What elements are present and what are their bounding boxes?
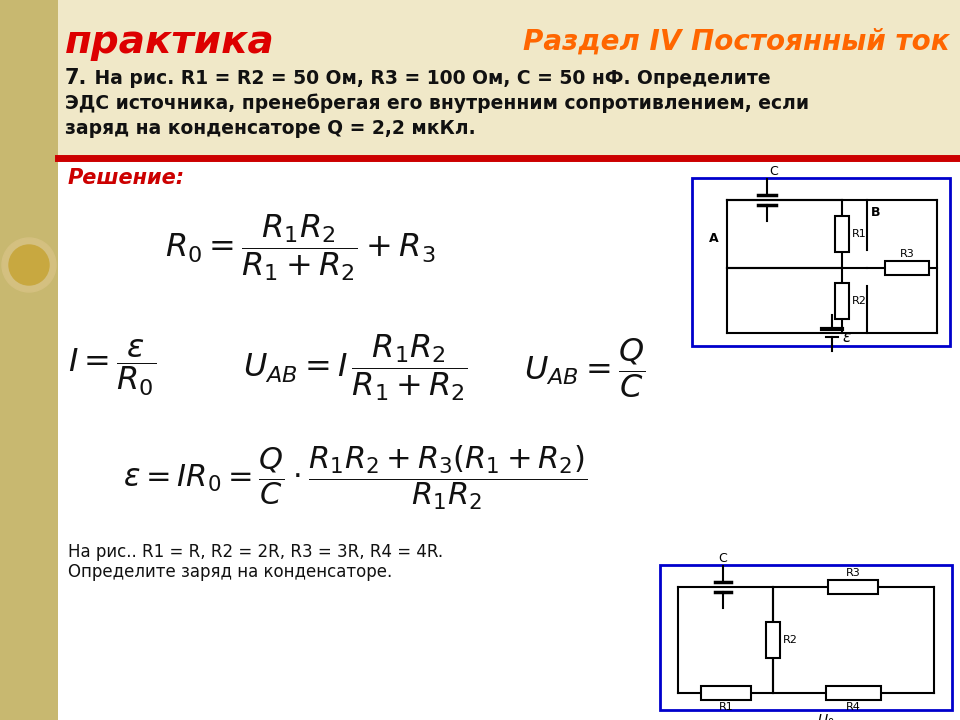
Text: R4: R4 xyxy=(846,702,860,712)
Text: На рис.. R1 = R, R2 = 2R, R3 = 3R, R4 = 4R.: На рис.. R1 = R, R2 = 2R, R3 = 3R, R4 = … xyxy=(68,543,444,561)
Bar xyxy=(692,178,950,346)
Circle shape xyxy=(2,238,56,292)
Text: $R_0 = \dfrac{R_1 R_2}{R_1 + R_2} + R_3$: $R_0 = \dfrac{R_1 R_2}{R_1 + R_2} + R_3$ xyxy=(165,212,435,284)
Text: заряд на конденсаторе Q = 2,2 мкКл.: заряд на конденсаторе Q = 2,2 мкКл. xyxy=(65,119,475,138)
Bar xyxy=(885,261,929,275)
Bar xyxy=(835,282,849,318)
Bar xyxy=(0,0,58,720)
Text: $U_{AB} = \dfrac{Q}{C}$: $U_{AB} = \dfrac{Q}{C}$ xyxy=(524,336,646,400)
Text: Раздел IV Постоянный ток: Раздел IV Постоянный ток xyxy=(523,28,950,56)
Circle shape xyxy=(9,245,49,285)
Text: 7.: 7. xyxy=(65,68,87,88)
Text: $\varepsilon$: $\varepsilon$ xyxy=(842,330,852,346)
Text: R3: R3 xyxy=(846,568,860,578)
Text: Определите заряд на конденсаторе.: Определите заряд на конденсаторе. xyxy=(68,563,393,581)
Text: ЭДС источника, пренебрегая его внутренним сопротивлением, если: ЭДС источника, пренебрегая его внутренни… xyxy=(65,93,809,113)
Bar xyxy=(835,216,849,252)
Text: C: C xyxy=(769,165,778,178)
Text: A: A xyxy=(709,232,719,245)
Text: R2: R2 xyxy=(783,635,798,645)
Text: R2: R2 xyxy=(852,295,867,305)
Text: На рис. R1 = R2 = 50 Ом, R3 = 100 Ом, С = 50 нФ. Определите: На рис. R1 = R2 = 50 Ом, R3 = 100 Ом, С … xyxy=(88,68,771,88)
Text: $I = \dfrac{\varepsilon}{R_0}$: $I = \dfrac{\varepsilon}{R_0}$ xyxy=(68,338,156,398)
Text: $\varepsilon = IR_0 = \dfrac{Q}{C}\cdot\dfrac{R_1 R_2 + R_3\left(R_1 + R_2\right: $\varepsilon = IR_0 = \dfrac{Q}{C}\cdot\… xyxy=(123,444,588,513)
Bar xyxy=(58,158,960,720)
Text: B: B xyxy=(871,207,880,220)
Text: $U_{AB} = I\,\dfrac{R_1 R_2}{R_1 + R_2}$: $U_{AB} = I\,\dfrac{R_1 R_2}{R_1 + R_2}$ xyxy=(243,333,468,403)
Text: R1: R1 xyxy=(852,229,867,239)
Bar xyxy=(660,565,952,710)
Bar xyxy=(766,622,780,658)
Text: практика: практика xyxy=(65,23,275,61)
Text: R1: R1 xyxy=(719,702,733,712)
Bar xyxy=(826,686,880,700)
Text: R3: R3 xyxy=(900,249,914,259)
Bar xyxy=(828,580,878,594)
Bar xyxy=(58,0,960,158)
Text: Решение:: Решение: xyxy=(68,168,185,188)
Bar xyxy=(701,686,751,700)
Text: C: C xyxy=(719,552,728,565)
Text: $U_0$: $U_0$ xyxy=(817,713,835,720)
